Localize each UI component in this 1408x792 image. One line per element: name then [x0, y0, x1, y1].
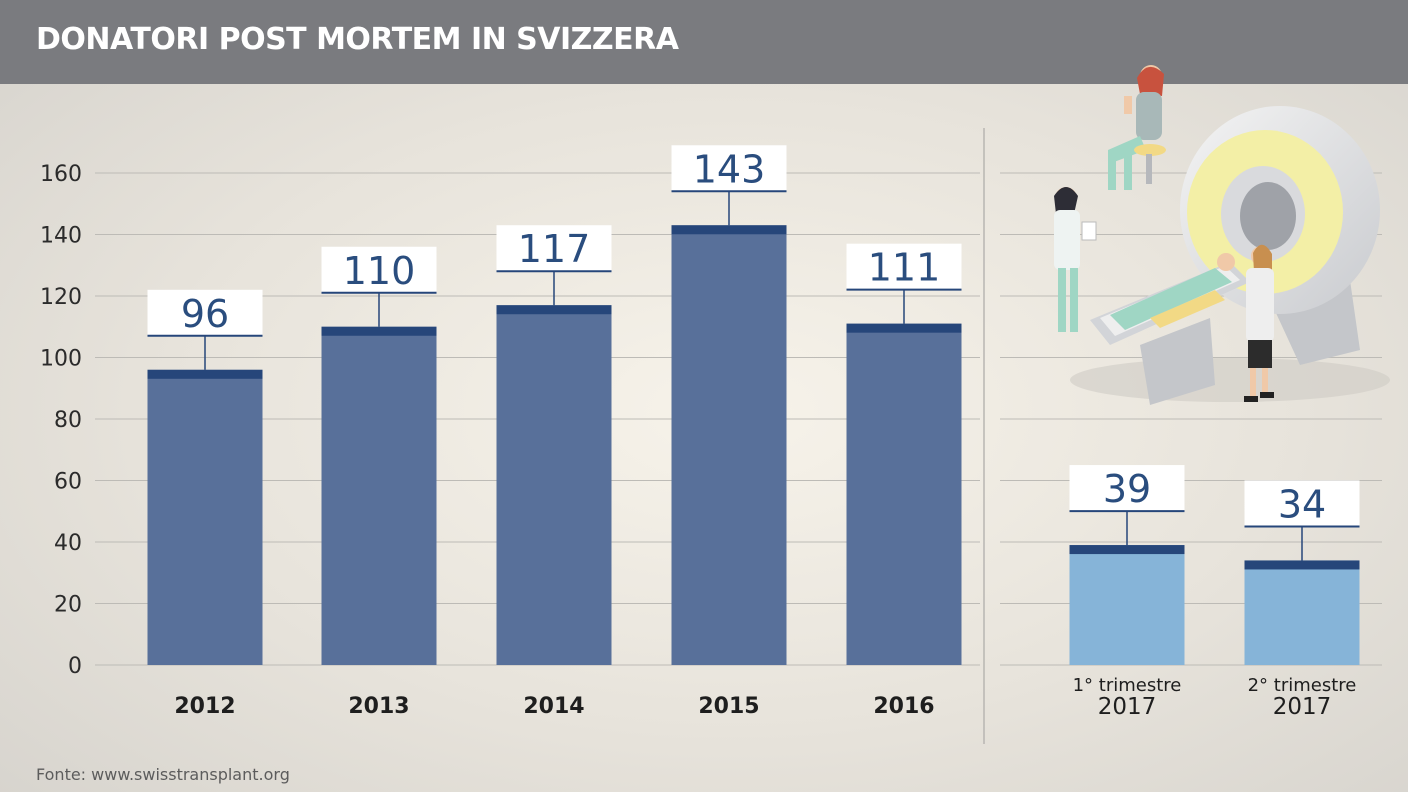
bars — [147, 225, 1360, 665]
value-label: 111 — [868, 246, 941, 290]
label-box — [496, 225, 612, 272]
bar — [671, 225, 787, 665]
category-label: 2016 — [873, 694, 934, 719]
mri-scanner-medical-staff — [1054, 65, 1390, 405]
value-label: 96 — [181, 292, 229, 336]
label-box — [1244, 480, 1360, 527]
value-labels: 96 110 117 143 111 39 34 — [147, 145, 1360, 561]
y-tick-label: 160 — [40, 162, 82, 187]
category-label: 2014 — [523, 694, 584, 719]
category-label: 2013 — [348, 694, 409, 719]
chart-title: DONATORI POST MORTEM IN SVIZZERA — [36, 22, 679, 57]
y-tick-label: 20 — [54, 593, 82, 618]
bar — [147, 369, 263, 665]
y-tick-label: 120 — [40, 285, 82, 310]
bar-cap — [147, 369, 263, 379]
bar — [846, 323, 962, 665]
bar-cap — [1244, 560, 1360, 570]
bar — [496, 305, 612, 665]
value-label: 117 — [518, 227, 591, 271]
category-label: 2° trimestre — [1248, 675, 1357, 696]
bar — [1244, 560, 1360, 665]
category-label-year: 2017 — [1273, 694, 1332, 720]
source-note: Fonte: www.swisstransplant.org — [36, 765, 290, 784]
label-box — [321, 246, 437, 293]
y-tick-label: 0 — [68, 654, 82, 679]
category-label: 2015 — [698, 694, 759, 719]
bar-cap — [496, 305, 612, 315]
label-box — [846, 243, 962, 290]
bar-cap — [1069, 545, 1185, 555]
y-tick-label: 100 — [40, 347, 82, 372]
header-bar — [0, 0, 1408, 84]
y-tick-label: 80 — [54, 408, 82, 433]
label-box — [1069, 465, 1185, 512]
label-box — [147, 289, 263, 336]
category-label-year: 2017 — [1098, 694, 1157, 720]
bar — [1069, 545, 1185, 665]
value-label: 110 — [343, 249, 416, 293]
y-tick-label: 140 — [40, 224, 82, 249]
bar — [321, 326, 437, 665]
bar-cap — [321, 326, 437, 336]
category-label: 1° trimestre — [1073, 675, 1182, 696]
y-tick-label: 60 — [54, 470, 82, 495]
value-label: 143 — [693, 147, 766, 191]
value-label: 39 — [1103, 467, 1151, 511]
y-tick-label: 40 — [54, 531, 82, 556]
bar-cap — [671, 225, 787, 235]
y-axis-ticks: 0 20 40 60 80 100 120 140 160 — [40, 162, 82, 679]
value-label: 34 — [1278, 482, 1326, 526]
label-box — [671, 145, 787, 192]
bar-cap — [846, 323, 962, 333]
category-label: 2012 — [174, 694, 235, 719]
